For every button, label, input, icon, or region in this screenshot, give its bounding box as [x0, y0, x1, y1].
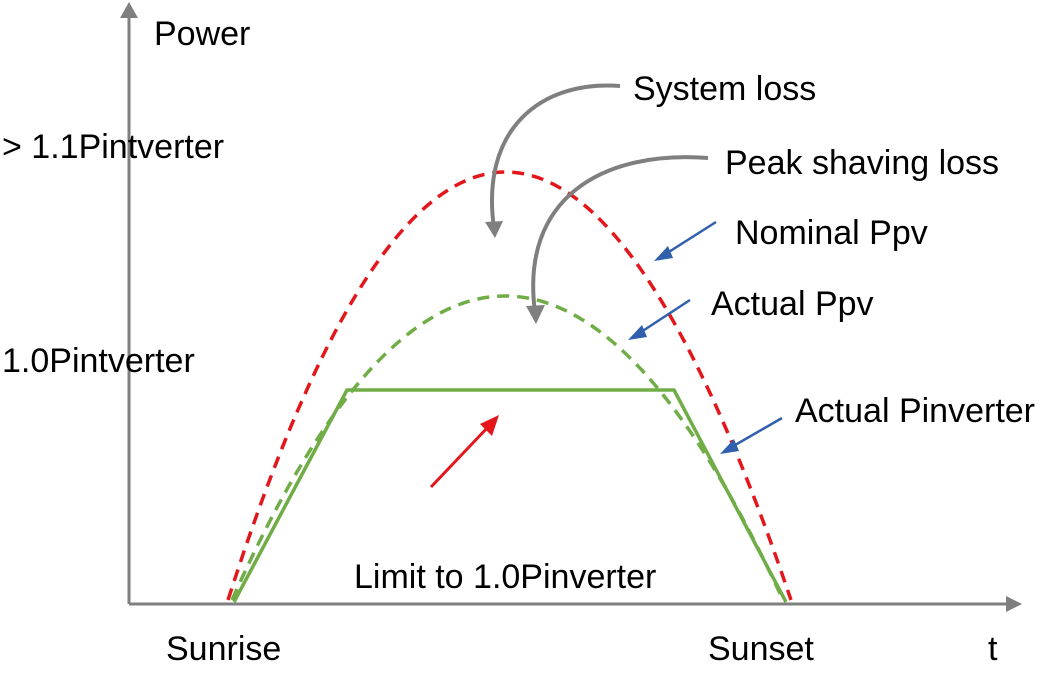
y-axis-arrowhead [120, 2, 138, 18]
system-loss-arrowhead [485, 221, 503, 238]
x-axis-arrowhead [1006, 596, 1022, 612]
actual-ppv-label: Actual Ppv [711, 285, 874, 323]
nominal-ppv-pointer-arrow [663, 220, 717, 257]
axes [120, 2, 1022, 612]
actual-pinverter-pointer-arrow [729, 416, 783, 450]
peak-shaving-loss-label: Peak shaving loss [725, 144, 1000, 182]
actual-ppv-pointer-arrow [637, 298, 691, 336]
limit-arrow [429, 424, 491, 489]
actual-pinverter-curve [232, 388, 788, 603]
x-axis-title: t [988, 630, 998, 668]
actual-ppv-pointer-arrowhead [628, 325, 647, 340]
actual-pinverter-pointer-arrowhead [720, 439, 739, 454]
sunset-label: Sunset [708, 630, 814, 668]
actual-ppv-curve [230, 294, 785, 601]
nominal-ppv-label: Nominal Ppv [735, 214, 928, 252]
level-nominal-label: 1.0Pintverter [2, 342, 195, 380]
peak-shaving-loss-arrowhead [526, 305, 545, 324]
peak-shaving-loss-arrow [531, 155, 709, 313]
limit-arrowhead [480, 415, 499, 436]
nominal-ppv-curve [226, 170, 793, 601]
level-high-label: > 1.1Pintverter [2, 128, 225, 166]
nominal-ppv-pointer-arrowhead [654, 246, 673, 261]
limit-label: Limit to 1.0Pinverter [354, 558, 657, 596]
actual-pinverter-label: Actual Pinverter [795, 392, 1035, 430]
system-loss-label: System loss [633, 70, 817, 108]
system-loss-arrow [490, 83, 621, 229]
sunrise-label: Sunrise [166, 630, 282, 668]
y-axis-title: Power [154, 15, 251, 53]
